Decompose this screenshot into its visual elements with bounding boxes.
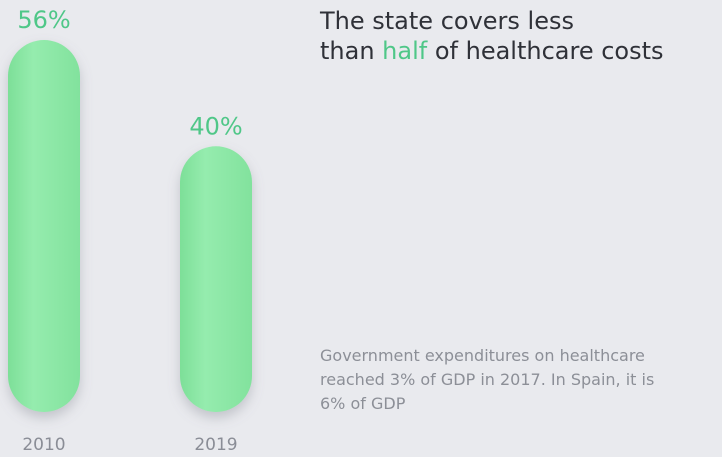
bar-2019 xyxy=(180,146,252,413)
footnote-text: Government expenditures on healthcare re… xyxy=(320,346,655,413)
value-label-2019: 40% xyxy=(189,112,242,140)
value-label-2010: 56% xyxy=(17,6,70,34)
title-line-1: The state covers less xyxy=(320,7,574,35)
title-line-2-start: than xyxy=(320,37,383,65)
chart-title: The state covers less than half of healt… xyxy=(320,6,720,66)
bar-2010 xyxy=(8,40,80,412)
title-line-2-end: of healthcare costs xyxy=(427,37,664,65)
title-line-2: than half of healthcare costs xyxy=(320,36,720,66)
x-tick-label-2019: 2019 xyxy=(194,435,237,455)
title-highlight-word: half xyxy=(382,37,428,65)
x-tick-label-2010: 2010 xyxy=(22,435,65,455)
